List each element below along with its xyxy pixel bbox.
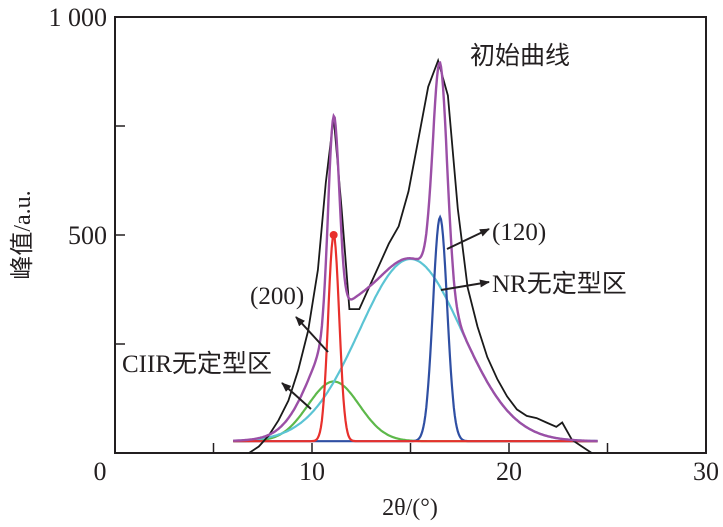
x-axis-title: 2θ/(°) — [382, 495, 438, 521]
component-curve-0 — [233, 231, 598, 443]
arrow-nr-amorphous — [440, 279, 490, 291]
component-curve-3 — [233, 214, 598, 443]
curves — [233, 57, 598, 454]
axis-tick-labels: 0 10 20 30 500 1 000 — [49, 3, 720, 486]
x-tick-label: 30 — [693, 457, 719, 486]
x-tick-label: 0 — [94, 457, 107, 486]
y-tick-label: 1 000 — [49, 3, 108, 32]
component-curve-1 — [233, 380, 598, 443]
annotation-120: (120) — [492, 219, 546, 246]
arrow-120 — [446, 228, 490, 250]
fit-curve — [233, 61, 598, 443]
annotation-initial-curve: 初始曲线 — [470, 42, 570, 70]
arrow-200 — [295, 316, 329, 353]
y-axis-title: 峰值/a.u. — [9, 190, 36, 279]
axis-ticks — [114, 16, 707, 453]
peak-200-marker — [329, 231, 338, 239]
arrow-ciir-amorphous — [281, 382, 312, 410]
y-tick-label: 500 — [68, 221, 107, 250]
annotation-nr-amorphous: NR无定型区 — [492, 270, 627, 298]
annotation-200: (200) — [250, 283, 304, 310]
plot-frame — [114, 16, 707, 454]
annotation-ciir-amorphous: CIIR无定型区 — [122, 350, 272, 378]
x-tick-label: 20 — [496, 457, 522, 486]
x-tick-label: 10 — [299, 457, 325, 486]
